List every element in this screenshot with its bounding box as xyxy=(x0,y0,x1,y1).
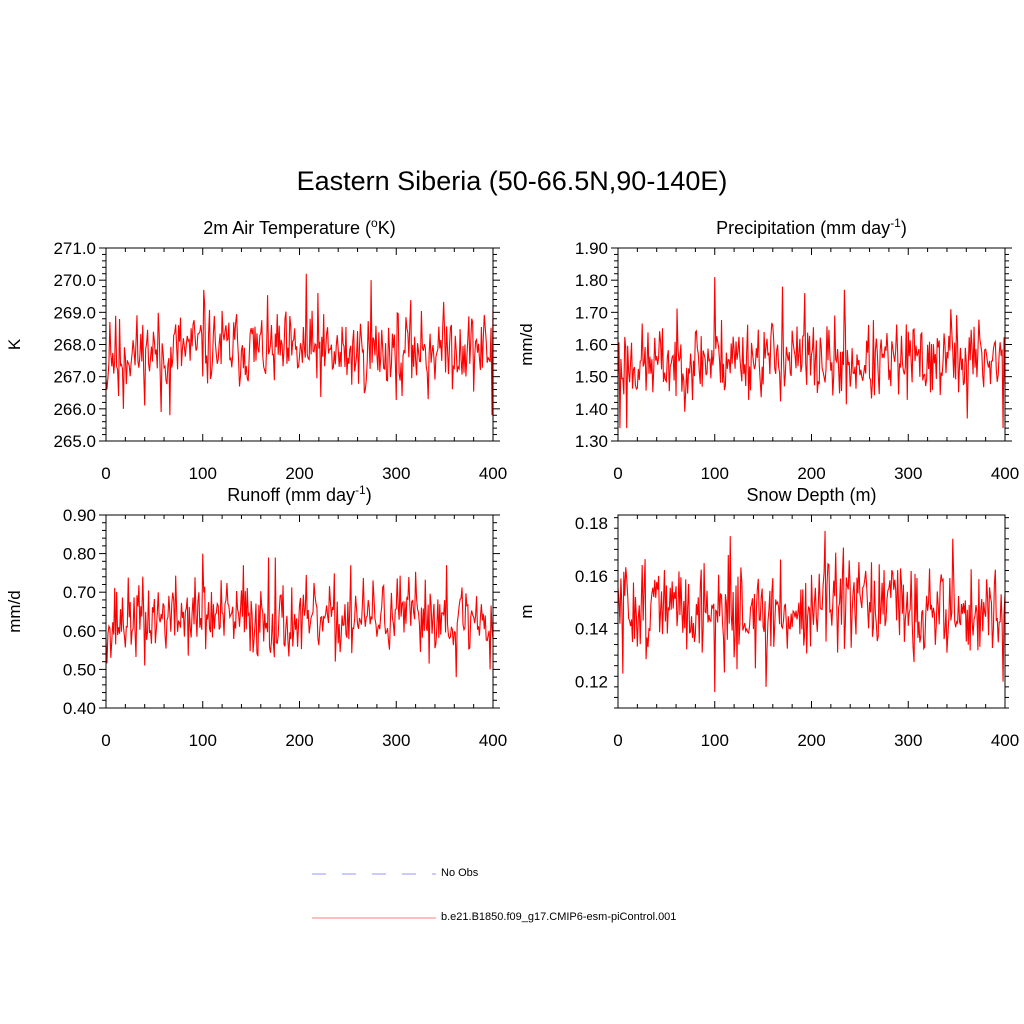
x-tick-label: 300 xyxy=(382,731,410,750)
y-tick-label: 269.0 xyxy=(53,303,96,322)
x-tick-label: 100 xyxy=(701,731,729,750)
panel-snow-depth: 0 100 200 300 400 0.12 0.14 0.16 0.18 m Snow Depth… xyxy=(517,485,1019,750)
x-tick-label: 0 xyxy=(101,464,110,483)
legend xyxy=(312,873,436,919)
panel-title-sup: o xyxy=(371,216,378,230)
y-tick-label: 0.80 xyxy=(63,545,96,564)
y-tick-label: 267.0 xyxy=(53,368,96,387)
panel-air-temperature: 0 100 200 300 400 265.0 266.0 267.0 268.0 269.0 27… xyxy=(5,216,507,483)
x-tick-label: 200 xyxy=(285,464,313,483)
y-axis-label: mm/d xyxy=(517,323,536,366)
y-tick-label: 0.18 xyxy=(575,514,608,533)
x-tick-label: 0 xyxy=(101,731,110,750)
y-tick-label: 0.12 xyxy=(575,673,608,692)
panel-title-tail: ) xyxy=(366,485,372,505)
x-tick-label: 400 xyxy=(991,464,1019,483)
y-tick-label: 1.60 xyxy=(575,336,608,355)
y-tick-label: 0.50 xyxy=(63,660,96,679)
x-tick-label: 400 xyxy=(479,464,507,483)
series-line xyxy=(105,553,494,678)
x-tick-label: 100 xyxy=(189,464,217,483)
panel-title-main: Precipitation (mm day xyxy=(716,218,890,238)
y-axis-label: K xyxy=(5,338,24,350)
y-tick-label: 1.40 xyxy=(575,400,608,419)
y-tick-label: 0.90 xyxy=(63,506,96,525)
series-line xyxy=(617,530,1006,693)
panel-precipitation: 0 100 200 300 400 1.30 1.40 1.50 1.60 1.70 1.80 1.9… xyxy=(517,216,1019,483)
y-tick-label: 0.70 xyxy=(63,583,96,602)
y-tick-label: 1.80 xyxy=(575,271,608,290)
panel-title-tail: ) xyxy=(901,218,907,238)
x-tick-label: 300 xyxy=(894,731,922,750)
panel-title-main: Snow Depth (m) xyxy=(746,485,876,505)
y-tick-label: 271.0 xyxy=(53,239,96,258)
panel-title-tail: K) xyxy=(378,218,396,238)
x-tick-label: 400 xyxy=(991,731,1019,750)
x-tick-label: 0 xyxy=(613,464,622,483)
y-tick-label: 0.40 xyxy=(63,699,96,718)
panel-title: Precipitation (mm day-1) xyxy=(716,216,907,238)
plot-frame xyxy=(105,247,494,442)
panel-title-main: Runoff (mm day xyxy=(227,485,355,505)
y-tick-label: 0.60 xyxy=(63,622,96,641)
y-tick-label: 1.50 xyxy=(575,368,608,387)
x-tick-label: 100 xyxy=(701,464,729,483)
y-tick-label: 1.30 xyxy=(575,432,608,451)
y-tick-label: 0.16 xyxy=(575,567,608,586)
x-tick-label: 200 xyxy=(797,464,825,483)
figure-title: Eastern Siberia (50-66.5N,90-140E) xyxy=(296,166,728,196)
x-tick-label: 300 xyxy=(894,464,922,483)
panel-title-main: 2m Air Temperature ( xyxy=(203,218,371,238)
panel-title-sup: -1 xyxy=(355,483,366,497)
x-tick-label: 400 xyxy=(479,731,507,750)
y-tick-label: 1.90 xyxy=(575,239,608,258)
panel-title-sup: -1 xyxy=(890,216,901,230)
x-tick-label: 100 xyxy=(189,731,217,750)
y-axis-label: mm/d xyxy=(5,590,24,633)
y-tick-label: 0.14 xyxy=(575,620,608,639)
y-axis-label: m xyxy=(517,604,536,618)
series-line xyxy=(617,276,1006,429)
x-tick-label: 200 xyxy=(285,731,313,750)
legend-model-label: b.e21.B1850.f09_g17.CMIP6-esm-piControl.… xyxy=(441,911,677,923)
x-tick-label: 0 xyxy=(613,731,622,750)
panel-title: Runoff (mm day-1) xyxy=(227,483,371,505)
y-tick-label: 266.0 xyxy=(53,400,96,419)
panel-runoff: 0 100 200 300 400 0.40 0.50 0.60 0.70 0.80 0.90 mm/… xyxy=(5,483,507,750)
legend-obs-label: No Obs xyxy=(441,867,479,879)
y-tick-label: 265.0 xyxy=(53,432,96,451)
panel-title: Snow Depth (m) xyxy=(746,485,876,505)
x-tick-label: 200 xyxy=(797,731,825,750)
panel-title: 2m Air Temperature (oK) xyxy=(203,216,395,238)
series-line xyxy=(105,273,494,416)
y-tick-label: 270.0 xyxy=(53,271,96,290)
y-tick-label: 268.0 xyxy=(53,336,96,355)
y-tick-label: 1.70 xyxy=(575,303,608,322)
x-tick-label: 300 xyxy=(382,464,410,483)
plot-frame xyxy=(617,247,1006,442)
